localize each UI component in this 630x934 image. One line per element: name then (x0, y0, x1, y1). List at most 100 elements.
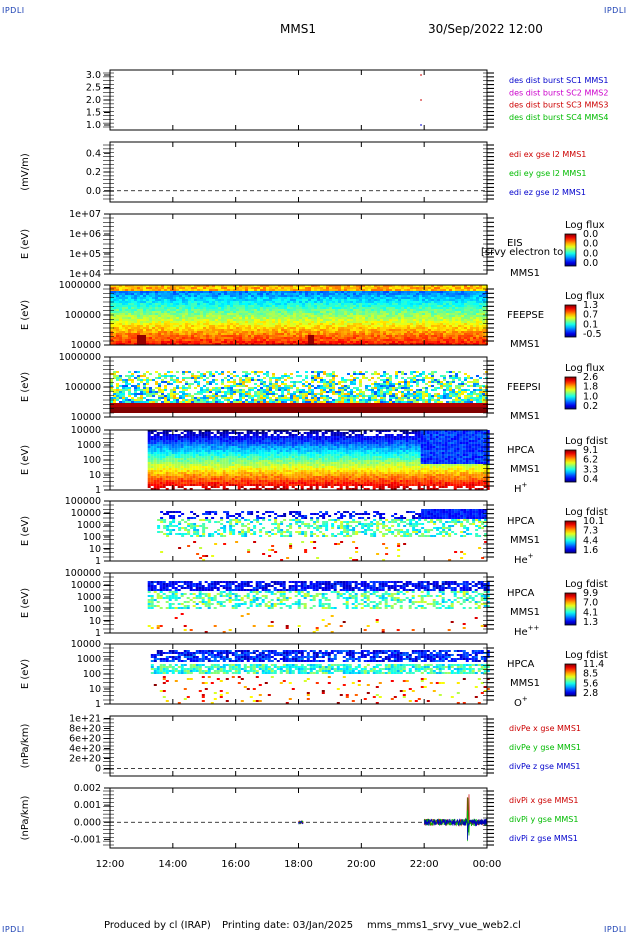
spectrogram-cell (284, 337, 287, 339)
spectrogram-cell (122, 297, 125, 299)
spectrogram-cell (167, 397, 170, 399)
spectrogram-cell (245, 289, 248, 291)
spectrogram-cell (122, 317, 125, 319)
spectrogram-cell (386, 341, 389, 343)
spectrogram-cell (290, 331, 293, 333)
spectrogram-cell (236, 343, 239, 345)
spectrogram-cell (458, 333, 461, 335)
spectrogram-cell (146, 313, 149, 315)
spectrogram-cell (152, 291, 155, 293)
spectrogram-cell (476, 339, 479, 341)
spectrogram-cell (293, 311, 296, 313)
spectrogram-cell (389, 311, 392, 313)
spectrogram-cell (341, 291, 344, 293)
spectrogram-cell (236, 297, 239, 299)
panel-burst: 1.01.52.02.53.0 des dist burst SC1 MMS1de… (86, 69, 608, 131)
spectrogram-cell (152, 311, 155, 313)
spectrogram-cell (170, 297, 173, 299)
spectrogram-cell (335, 329, 338, 331)
spectrogram-cell (182, 299, 185, 301)
spectrogram-cell (392, 321, 395, 323)
spectrogram-cell (257, 341, 260, 343)
spectrogram-cell (254, 319, 257, 321)
spectrogram-cell (326, 303, 329, 305)
spectrogram-cell (170, 401, 173, 403)
spectrogram-cell (179, 403, 182, 405)
spectrogram-cell (179, 343, 182, 345)
spectrogram-cell (224, 315, 227, 317)
spectrogram-cell (239, 301, 242, 303)
spectrogram-cell (125, 399, 128, 401)
spectrogram-cell (113, 323, 116, 325)
spectrogram-cell (356, 329, 359, 331)
spectrogram-cell (455, 323, 458, 325)
spectrogram-cell (395, 299, 398, 301)
spectrogram-cell (440, 291, 443, 293)
spectrogram-cell (230, 311, 233, 313)
spectrogram-cell (344, 329, 347, 331)
spectrogram-cell (332, 311, 335, 313)
spectrogram-cell (230, 391, 233, 393)
spectrogram-cell (428, 333, 431, 335)
colorbar-title: Log flux (565, 291, 605, 302)
spectrogram-cell (236, 303, 239, 305)
spectrogram-cell (212, 297, 215, 299)
spectrogram-cell (479, 337, 482, 339)
spectrogram-cell (446, 335, 449, 337)
spectrogram-cell (170, 295, 173, 297)
spectrogram-cell (338, 285, 341, 287)
legend-entry: des dist burst SC2 MMS2 (509, 88, 608, 97)
spectrogram-cell (455, 307, 458, 309)
spectrogram-cell (362, 329, 365, 331)
spectrogram-cell (200, 305, 203, 307)
spectrogram-cell (479, 325, 482, 327)
spectrogram-cell (278, 291, 281, 293)
spectrogram-cell (419, 329, 422, 331)
spectrogram-cell (128, 293, 131, 295)
spectrogram-cell (176, 339, 179, 341)
spectrogram-cell (470, 315, 473, 317)
spectrogram-cell (401, 333, 404, 335)
spectrogram-cell (164, 307, 167, 309)
spectrogram-cell (383, 325, 386, 327)
spectrogram-cell (176, 315, 179, 317)
spectrogram-cell (344, 291, 347, 293)
spectrogram-cell (245, 339, 248, 341)
spectrogram-cell (146, 405, 149, 407)
spectrogram-cell (437, 329, 440, 331)
spectrogram-cell (380, 305, 383, 307)
spectrogram-cell (377, 295, 380, 297)
spectrogram-cell (140, 313, 143, 315)
spectrogram-cell (347, 289, 350, 291)
spectrogram-cell (251, 287, 254, 289)
spectrogram-cell (449, 319, 452, 321)
spectrogram-cell (245, 297, 248, 299)
spectrogram-cell (122, 303, 125, 305)
spectrogram-cell (257, 333, 260, 335)
spectrogram-cell (431, 325, 434, 327)
spectrogram-cell (359, 315, 362, 317)
spectrogram-cell (185, 409, 188, 411)
spectrogram-cell (254, 297, 257, 299)
spectrogram-cell (257, 397, 260, 399)
spectrogram-cell (134, 319, 137, 321)
spectrogram-cell (314, 289, 317, 291)
spectrogram-cell (149, 319, 152, 321)
spectrogram-cell (386, 317, 389, 319)
spectrogram-cell (467, 323, 470, 325)
spectrogram-cell (272, 289, 275, 291)
spectrogram-cell (287, 305, 290, 307)
spectrogram-cell (155, 315, 158, 317)
spectrogram-cell (227, 289, 230, 291)
spectrogram-cell (254, 393, 257, 395)
spectrogram-cell (260, 391, 263, 393)
spectrogram-cell (452, 285, 455, 287)
spectrogram-cell (143, 411, 146, 413)
spectrogram-cell (197, 383, 200, 385)
spectrogram-cell (434, 293, 437, 295)
spectrogram-cell (122, 307, 125, 309)
spectrogram-cell (368, 295, 371, 297)
spectrogram-cell (413, 331, 416, 333)
spectrogram-cell (254, 311, 257, 313)
spectrogram-cell (149, 335, 152, 337)
